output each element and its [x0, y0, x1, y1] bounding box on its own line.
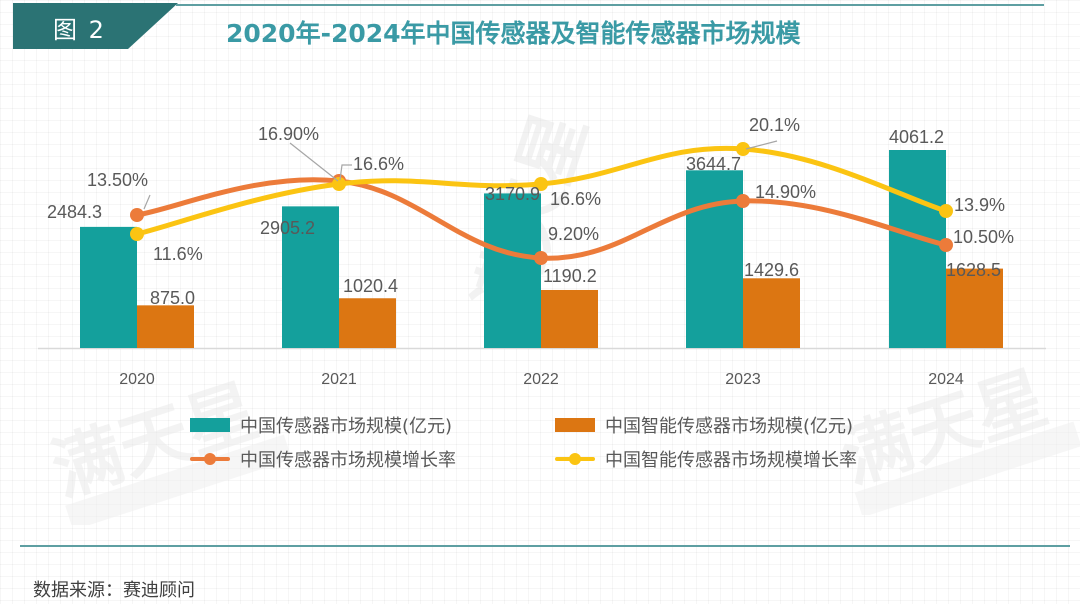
legend-label: 中国传感器市场规模(亿元): [240, 416, 453, 437]
chart-title: 2020年-2024年中国传感器及智能传感器市场规模: [226, 19, 801, 48]
figure-tag-label: 图 2: [53, 16, 106, 44]
bar-smart-sensor-market-2022: [541, 289, 598, 348]
bar-sensor-market-2023: [686, 170, 743, 348]
sensor-growth-point-2020: [130, 208, 144, 222]
bar-smart-sensor-market-2024: [946, 268, 1003, 348]
data-label-smart-sensor-market-2024: 1628.5: [946, 260, 1001, 280]
legend-item-sensor-growth: 中国传感器市场规模增长率: [190, 446, 456, 472]
legend-swatch-teal-bar: [190, 418, 230, 432]
data-label-smart-sensor-growth-2020: 11.6%: [153, 244, 203, 264]
bar-smart-sensor-market-2021: [339, 298, 396, 348]
legend: 中国传感器市场规模(亿元) 中国智能传感器市场规模(亿元) 中国传感器市场规模增…: [190, 412, 930, 472]
bottom-divider: [20, 545, 1070, 547]
bar-sensor-market-2022: [484, 193, 541, 348]
data-label-smart-sensor-growth-2021: 16.6%: [353, 154, 404, 174]
smart-sensor-growth-point-2022: [534, 177, 548, 191]
leader-line-2021-yellow: [339, 164, 352, 181]
legend-swatch-orange-bar: [555, 418, 595, 432]
data-label-sensor-growth-2024: 10.50%: [953, 227, 1014, 247]
smart-sensor-growth-line: [134, 145, 949, 237]
legend-label: 中国智能传感器市场规模(亿元): [605, 416, 854, 437]
data-label-sensor-growth-2022: 9.20%: [548, 224, 599, 244]
data-label-smart-sensor-market-2022: 1190.2: [543, 266, 597, 286]
leader-line-2023: [745, 140, 778, 150]
chart: 2484.3 2905.2 3170.9 3644.7 4061.2 875.0 1020.…: [38, 115, 1046, 388]
x-tick-label-2022: 2022: [523, 371, 559, 388]
bar-sensor-market-2021: [282, 206, 339, 348]
figure-tag-shape: [13, 3, 178, 49]
data-label-smart-sensor-market-2023: 1429.6: [744, 260, 799, 280]
data-label-sensor-market-2021: 2905.2: [260, 218, 315, 238]
sensor-growth-line: [134, 177, 949, 261]
legend-swatch-orange-line: [190, 452, 230, 466]
data-label-sensor-market-2024: 4061.2: [889, 127, 944, 147]
x-tick-label-2020: 2020: [119, 371, 155, 388]
data-label-sensor-growth-2020: 13.50%: [87, 170, 148, 190]
legend-label: 中国智能传感器市场规模增长率: [605, 450, 857, 471]
sensor-growth-point-2022: [534, 251, 548, 265]
x-tick-label-2021: 2021: [321, 371, 357, 388]
data-label-sensor-market-2023: 3644.7: [686, 154, 741, 174]
x-tick-label-2023: 2023: [725, 371, 761, 388]
bar-sensor-market-2024: [889, 150, 946, 348]
smart-sensor-growth-point-2021: [332, 177, 346, 191]
bar-sensor-market-2020: [80, 226, 137, 348]
data-label-smart-sensor-growth-2023: 20.1%: [749, 115, 800, 135]
data-label-smart-sensor-market-2021: 1020.4: [343, 276, 398, 296]
data-label-smart-sensor-growth-2022: 16.6%: [550, 189, 601, 209]
legend-label: 中国传感器市场规模增长率: [240, 450, 456, 471]
leader-line-2020: [143, 194, 151, 210]
data-label-sensor-growth-2023: 14.90%: [755, 182, 816, 202]
top-divider: [176, 4, 1044, 6]
smart-sensor-growth-point-2024: [939, 204, 953, 218]
leader-line-2021-orange: [289, 142, 339, 182]
data-label-sensor-market-2020: 2484.3: [47, 202, 102, 222]
sensor-growth-point-2024: [939, 238, 953, 252]
bar-smart-sensor-market-2020: [137, 305, 194, 348]
legend-swatch-yellow-line: [555, 452, 595, 466]
figure-tag: 图 2: [13, 3, 178, 49]
data-label-sensor-growth-2021: 16.90%: [258, 124, 319, 144]
legend-item-smart-sensor-market: 中国智能传感器市场规模(亿元): [555, 412, 853, 438]
bar-smart-sensor-market-2023: [743, 278, 800, 348]
data-label-smart-sensor-market-2020: 875.0: [150, 288, 195, 308]
smart-sensor-growth-point-2023: [736, 142, 750, 156]
sensor-growth-point-2023: [736, 194, 750, 208]
data-label-sensor-market-2022: 3170.9: [485, 184, 540, 204]
data-label-smart-sensor-growth-2024: 13.9%: [954, 195, 1005, 215]
legend-item-sensor-market: 中国传感器市场规模(亿元): [190, 412, 452, 438]
smart-sensor-growth-point-2020: [130, 227, 144, 241]
x-tick-label-2024: 2024: [928, 371, 964, 388]
data-source: 数据来源：赛迪顾问: [33, 580, 195, 601]
legend-item-smart-sensor-growth: 中国智能传感器市场规模增长率: [555, 446, 857, 472]
